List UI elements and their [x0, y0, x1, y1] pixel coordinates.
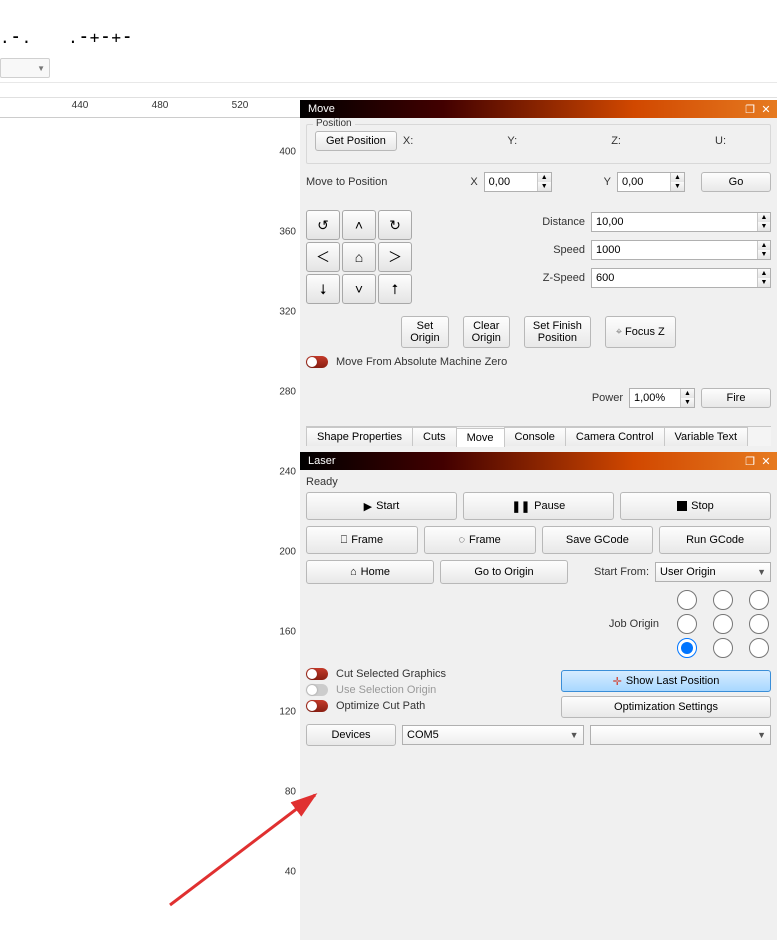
device-select[interactable]: ▼	[590, 725, 772, 745]
status-label: Ready	[306, 476, 771, 488]
job-origin-ml[interactable]	[675, 614, 699, 634]
move-panel-titlebar: Move ❐ ✕	[300, 100, 777, 118]
fire-button[interactable]: Fire	[701, 388, 771, 408]
ruler-vertical: 400 360 320 280 240 200 160 120 80 40	[268, 118, 300, 940]
tabbar: Shape Properties Cuts Move Console Camer…	[306, 426, 771, 446]
jog-left-button[interactable]: ＜	[306, 242, 340, 272]
set-finish-button[interactable]: Set Finish Position	[524, 316, 591, 348]
position-fieldset: Position Get Position X: Y: Z: U:	[306, 124, 771, 164]
use-selection-toggle[interactable]	[306, 684, 328, 696]
tab-variable-text[interactable]: Variable Text	[664, 427, 749, 446]
toolbar-icons: .⁃. .⁃+⁃+⁃	[0, 28, 133, 47]
close-icon[interactable]: ✕	[759, 454, 773, 468]
optimization-settings-button[interactable]: Optimization Settings	[561, 696, 771, 718]
restore-icon[interactable]: ❐	[743, 102, 757, 116]
frame-rect-button[interactable]: ⎕Frame	[306, 526, 418, 554]
jog-pad: ↺ ˄ ↻ ＜ ⌂ ＞ ⭣ ˅ ⭡	[306, 210, 412, 304]
start-button[interactable]: ▶Start	[306, 492, 457, 520]
jog-rotate-cw-button[interactable]: ↻	[378, 210, 412, 240]
chevron-down-icon: ▼	[757, 730, 766, 740]
x-label: X:	[403, 135, 413, 147]
ruler-horizontal: 440 480 520	[0, 100, 300, 118]
job-origin-bl[interactable]	[675, 638, 699, 658]
get-position-button[interactable]: Get Position	[315, 131, 397, 151]
job-origin-bc[interactable]	[711, 638, 735, 658]
tab-console[interactable]: Console	[504, 427, 566, 446]
close-icon[interactable]: ✕	[759, 102, 773, 116]
chevron-down-icon: ▼	[757, 567, 766, 577]
distance-input[interactable]: ▲▼	[591, 212, 771, 232]
home-icon: ⌂	[350, 566, 357, 578]
y-label: Y:	[507, 135, 517, 147]
clear-origin-button[interactable]: Clear Origin	[463, 316, 510, 348]
job-origin-mr[interactable]	[747, 614, 771, 634]
jog-up-button[interactable]: ˄	[342, 210, 376, 240]
jog-z-down-button[interactable]: ⭣	[306, 274, 340, 304]
pause-icon: ❚❚	[512, 500, 530, 513]
jog-down-button[interactable]: ˅	[342, 274, 376, 304]
move-y-input[interactable]: ▲▼	[617, 172, 685, 192]
run-gcode-button[interactable]: Run GCode	[659, 526, 771, 554]
z-label: Z:	[611, 135, 621, 147]
job-origin-tl[interactable]	[675, 590, 699, 610]
jog-z-up-button[interactable]: ⭡	[378, 274, 412, 304]
move-to-position-label: Move to Position	[306, 176, 387, 188]
focus-icon: ⌖	[616, 326, 622, 339]
job-origin-tc[interactable]	[711, 590, 735, 610]
start-from-select[interactable]: User Origin▼	[655, 562, 771, 582]
go-button[interactable]: Go	[701, 172, 771, 192]
chevron-down-icon: ▼	[37, 64, 45, 73]
laser-panel-title: Laser	[304, 455, 741, 467]
stop-icon	[677, 501, 687, 511]
job-origin-grid	[675, 590, 771, 658]
job-origin-tr[interactable]	[747, 590, 771, 610]
devices-button[interactable]: Devices	[306, 724, 396, 746]
u-label: U:	[715, 135, 726, 147]
port-select[interactable]: COM5▼	[402, 725, 584, 745]
frame-oval-button[interactable]: ◌Frame	[424, 526, 536, 554]
target-icon: ✛	[613, 675, 622, 688]
cut-selected-toggle[interactable]	[306, 668, 328, 680]
set-origin-button[interactable]: Set Origin	[401, 316, 448, 348]
pause-button[interactable]: ❚❚Pause	[463, 492, 614, 520]
home-button[interactable]: ⌂Home	[306, 560, 434, 584]
frame-rect-icon: ⎕	[341, 534, 348, 547]
focus-z-button[interactable]: ⌖Focus Z	[605, 316, 676, 348]
tab-shape-properties[interactable]: Shape Properties	[306, 427, 413, 446]
tab-camera[interactable]: Camera Control	[565, 427, 665, 446]
tab-cuts[interactable]: Cuts	[412, 427, 457, 446]
jog-home-button[interactable]: ⌂	[342, 242, 376, 272]
separator	[0, 82, 777, 83]
zspeed-input[interactable]: ▲▼	[591, 268, 771, 288]
laser-panel-titlebar: Laser ❐ ✕	[300, 452, 777, 470]
job-origin-br[interactable]	[747, 638, 771, 658]
move-panel-title: Move	[304, 103, 741, 115]
move-x-input[interactable]: ▲▼	[484, 172, 552, 192]
jog-right-button[interactable]: ＞	[378, 242, 412, 272]
restore-icon[interactable]: ❐	[743, 454, 757, 468]
canvas[interactable]: 440 480 520 400 360 320 280 240 200 160 …	[0, 100, 300, 940]
frame-oval-icon: ◌	[458, 534, 465, 546]
job-origin-mc[interactable]	[711, 614, 735, 634]
save-gcode-button[interactable]: Save GCode	[542, 526, 654, 554]
chevron-down-icon: ▼	[570, 730, 579, 740]
show-last-position-button[interactable]: ✛Show Last Position	[561, 670, 771, 692]
toolbar-dropdown[interactable]: ▼	[0, 58, 50, 78]
power-input[interactable]: ▲▼	[629, 388, 695, 408]
jog-rotate-ccw-button[interactable]: ↺	[306, 210, 340, 240]
goto-origin-button[interactable]: Go to Origin	[440, 560, 568, 584]
move-abs-toggle[interactable]	[306, 356, 328, 368]
tab-move[interactable]: Move	[456, 428, 505, 447]
optimize-cut-toggle[interactable]	[306, 700, 328, 712]
speed-input[interactable]: ▲▼	[591, 240, 771, 260]
play-icon: ▶	[364, 500, 372, 513]
stop-button[interactable]: Stop	[620, 492, 771, 520]
